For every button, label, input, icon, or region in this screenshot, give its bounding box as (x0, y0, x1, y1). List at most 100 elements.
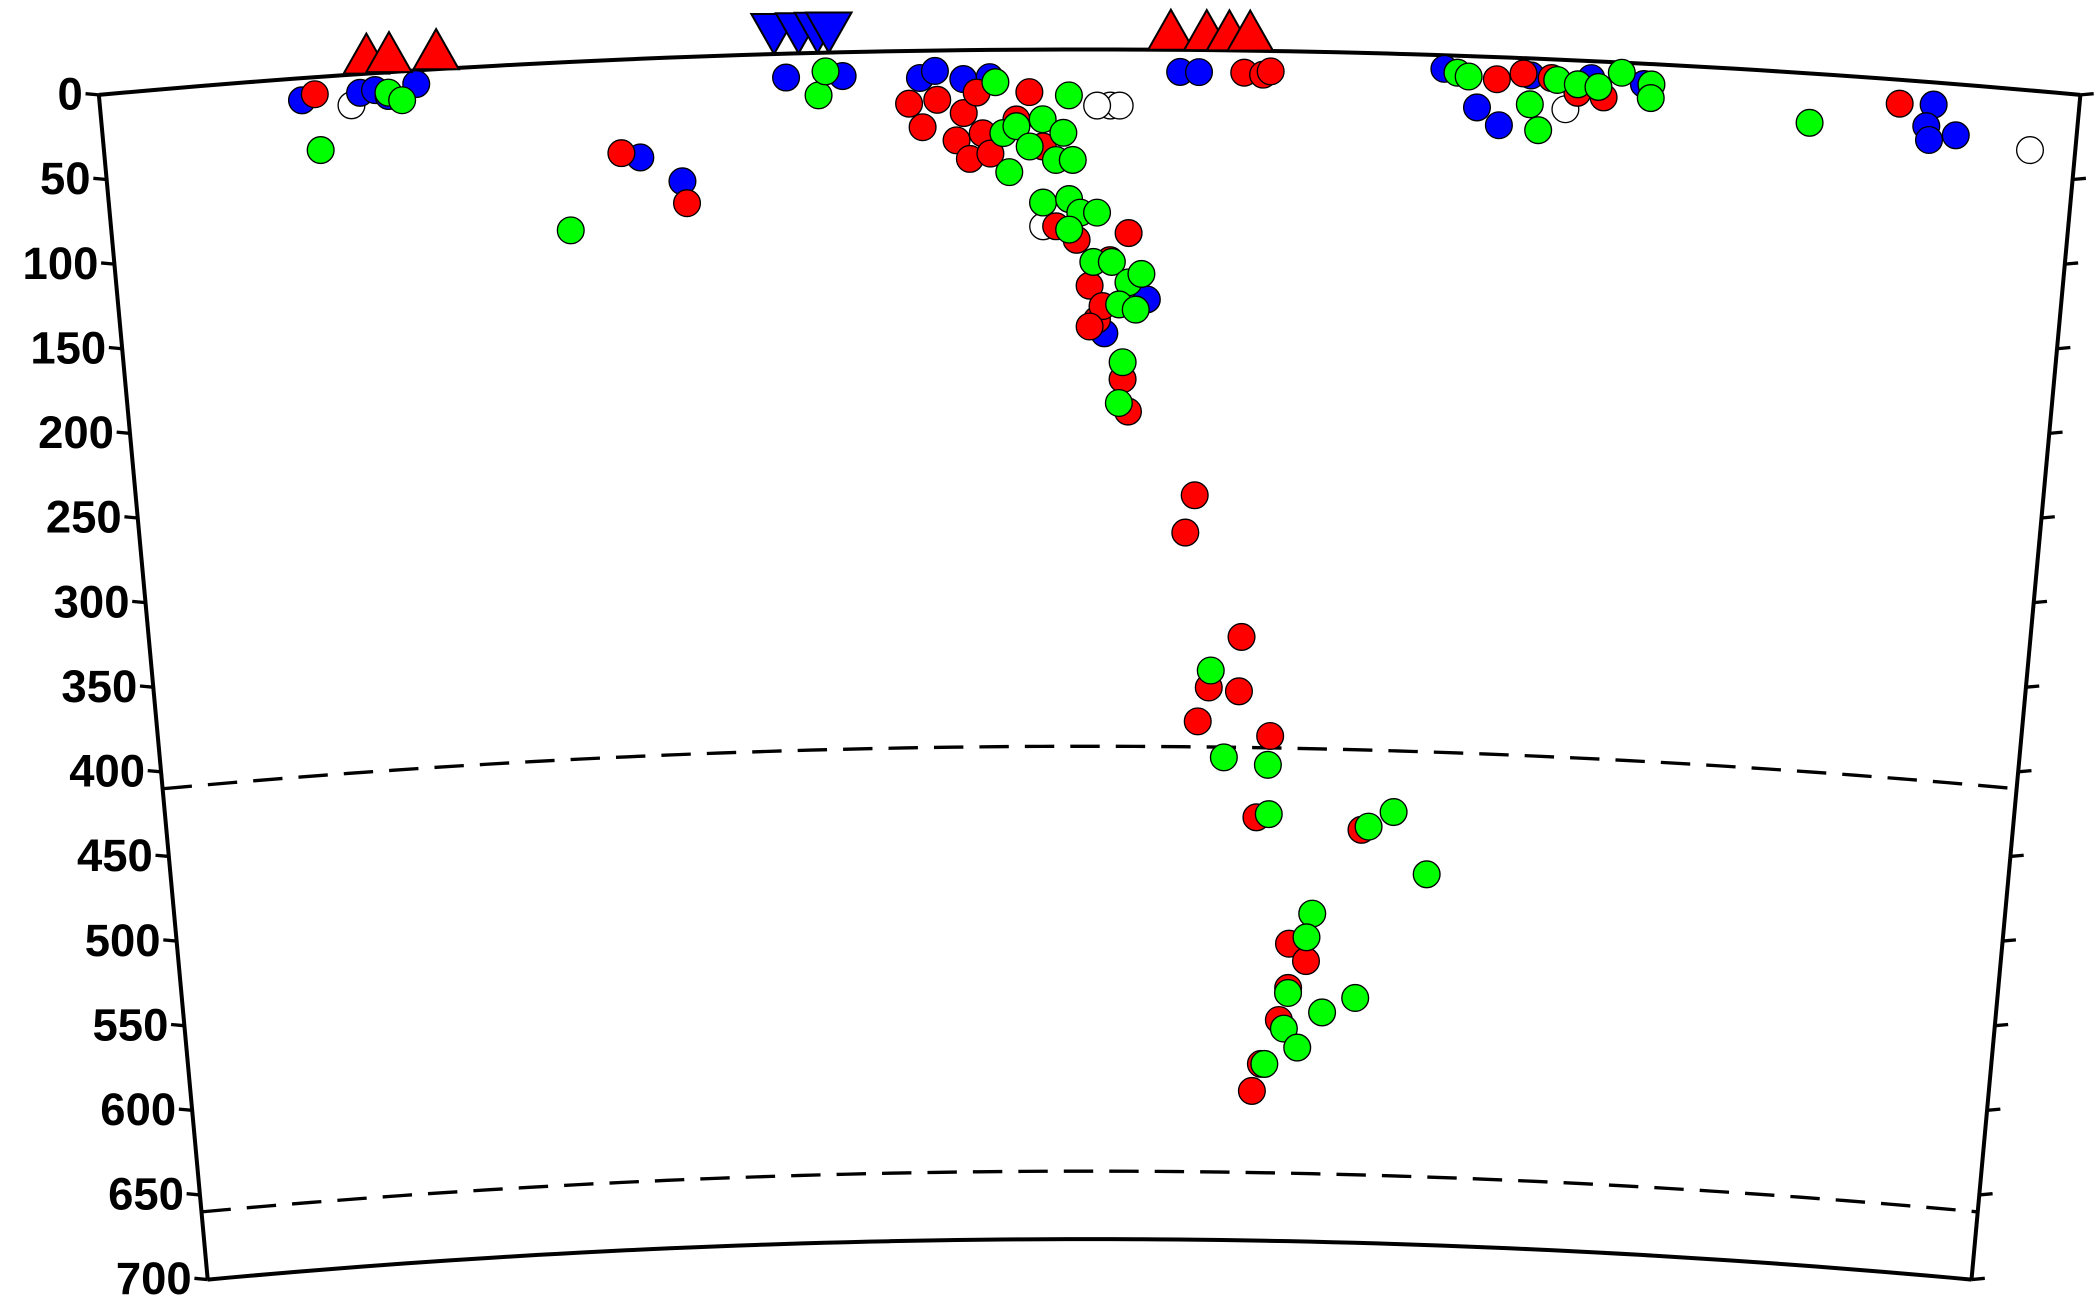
event-point (1121, 295, 1150, 324)
y-tick-label: 150 (30, 322, 106, 373)
y-tick (108, 345, 123, 351)
y-tick (2080, 91, 2094, 97)
event-point (1253, 750, 1282, 779)
event-point (388, 86, 417, 115)
event-point (1462, 93, 1492, 122)
frame-bottom (207, 1237, 1972, 1282)
event-point (1028, 188, 1058, 217)
event-point (1183, 707, 1212, 736)
event-point (1114, 219, 1143, 248)
y-tick-label: 50 (40, 153, 91, 204)
event-point (1108, 348, 1137, 377)
event-point (1298, 899, 1327, 928)
y-tick (2049, 430, 2063, 436)
event-point (772, 63, 801, 92)
y-tick (186, 1192, 201, 1197)
y-tick (85, 91, 100, 97)
event-point (306, 136, 335, 165)
y-tick (1979, 1192, 1993, 1197)
event-point (1454, 62, 1483, 91)
y-tick (132, 599, 146, 605)
event-point (1273, 978, 1303, 1008)
volcano-marker (1225, 8, 1275, 52)
event-point (1015, 78, 1044, 107)
event-point (1885, 89, 1914, 118)
y-tick-label: 0 (58, 69, 83, 120)
event-point (923, 85, 952, 114)
event-point (300, 80, 329, 109)
event-point (2015, 136, 2045, 165)
event-point (1171, 518, 1200, 547)
y-tick (124, 515, 138, 520)
event-point (1075, 312, 1104, 341)
event-point (1184, 58, 1214, 87)
y-tick (2002, 938, 2017, 943)
event-point (1097, 247, 1126, 276)
event-point (1256, 57, 1285, 86)
event-point (607, 139, 636, 168)
y-tick (155, 853, 169, 859)
event-point (804, 81, 833, 110)
y-tick-label: 550 (93, 999, 169, 1050)
y-tick (2041, 515, 2055, 520)
event-point (1227, 622, 1256, 651)
y-tick (2072, 176, 2087, 182)
y-tick (2033, 599, 2048, 605)
discontinuity-line (162, 744, 2017, 791)
event-point (1209, 743, 1238, 772)
event-point (1482, 65, 1511, 94)
y-tick-label: 100 (23, 238, 99, 289)
event-point (995, 158, 1024, 187)
event-point (1524, 116, 1553, 145)
y-tick (170, 1022, 185, 1028)
event-point (1291, 947, 1321, 976)
y-tick (2025, 684, 2040, 689)
event-point (1104, 388, 1133, 418)
y-tick-label: 450 (77, 830, 153, 881)
event-point (1484, 111, 1513, 140)
y-tick-label: 700 (116, 1253, 192, 1302)
y-tick (93, 176, 107, 182)
event-point (1354, 812, 1383, 841)
event-point (1256, 721, 1285, 751)
event-point (1180, 481, 1209, 510)
event-point (1509, 59, 1538, 88)
y-tick-label: 200 (38, 407, 114, 458)
event-point (1283, 1033, 1312, 1062)
event-point (976, 139, 1005, 168)
event-point (1083, 198, 1112, 227)
event-point (1015, 132, 1044, 161)
y-tick (1971, 1276, 1985, 1282)
event-point (1584, 72, 1613, 101)
event-point (1055, 215, 1084, 244)
y-tick (163, 938, 177, 943)
station-marker (804, 11, 854, 55)
y-tick-label: 250 (46, 492, 122, 543)
event-point (1515, 90, 1544, 119)
frame-left (96, 94, 210, 1280)
event-point (1795, 108, 1824, 137)
volcano-marker (411, 27, 461, 71)
event-point (556, 216, 585, 245)
event-point (1914, 125, 1944, 155)
y-tick (139, 684, 154, 689)
event-point (1412, 860, 1441, 889)
y-tick (2010, 853, 2024, 859)
discontinuity-line (201, 1169, 1978, 1214)
event-point (1379, 798, 1408, 827)
y-tick-label: 650 (108, 1169, 184, 1220)
y-tick (116, 430, 131, 436)
y-tick-label: 300 (54, 576, 130, 627)
event-point (981, 68, 1010, 97)
event-point (1636, 84, 1665, 113)
event-point (1292, 923, 1321, 952)
volcano-marker (364, 30, 414, 74)
y-tick (2064, 261, 2079, 266)
y-tick (100, 261, 115, 266)
event-point (1054, 81, 1083, 110)
event-point (811, 57, 840, 86)
event-point (1237, 1076, 1266, 1105)
event-point (1058, 145, 1087, 174)
y-tick-label: 350 (61, 661, 137, 712)
